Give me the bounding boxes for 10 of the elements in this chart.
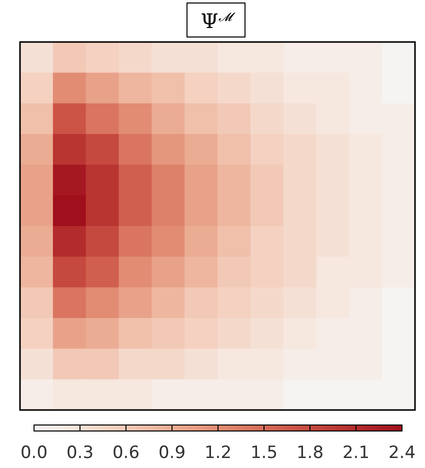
color-bar-label: 1.5 (250, 443, 278, 463)
color-bar-label: 1.2 (204, 443, 232, 463)
chart-title: Ψ$^{𝓜}$ (200, 9, 236, 33)
color-bar-label: 2.4 (388, 443, 416, 463)
color-bar-label: 0.9 (158, 443, 186, 463)
color-bar-label: 0.3 (66, 443, 94, 463)
color-bar-label: 0.6 (112, 443, 140, 463)
color-bar-label: 1.8 (296, 443, 324, 463)
color-bar-label: 0.0 (20, 443, 48, 463)
color-bar-label: 2.1 (342, 443, 370, 463)
